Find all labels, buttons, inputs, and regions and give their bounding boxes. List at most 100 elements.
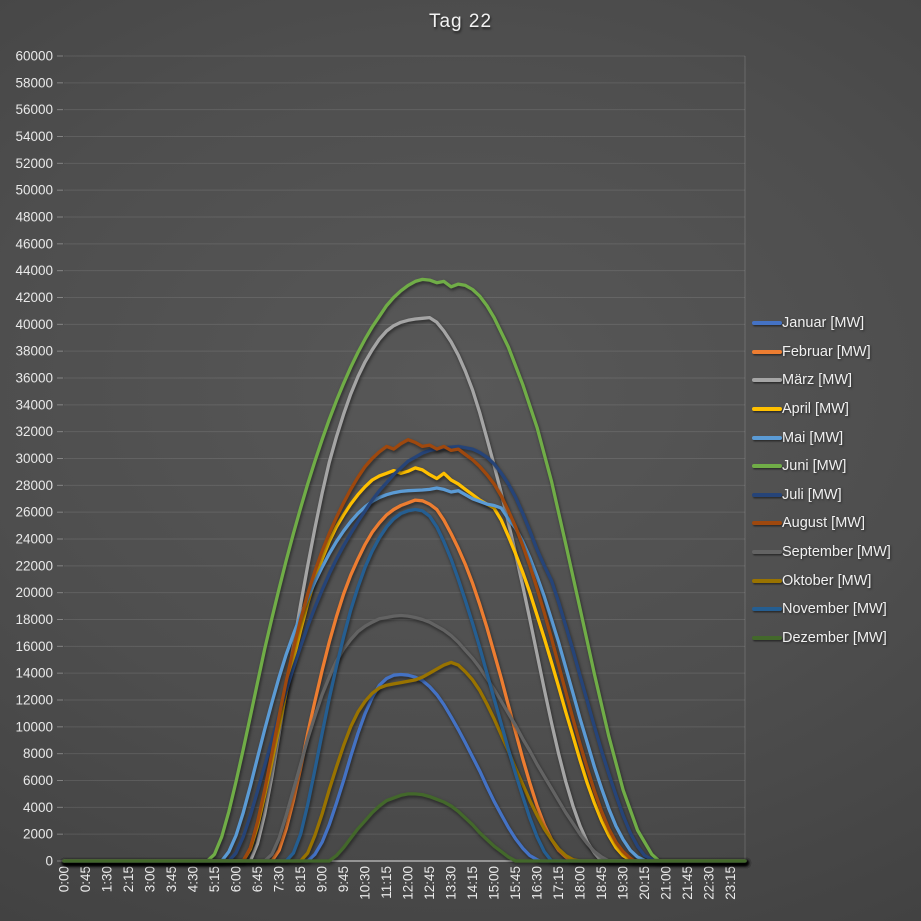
legend-item-september: September [MW] [752,538,920,567]
legend-label: September [MW] [782,544,891,561]
series-line-juli [62,444,747,863]
x-axis-label: 19:30 [616,866,631,900]
legend-item-märz: März [MW] [752,366,920,395]
legend: Januar [MW] Februar [MW] März [MW] April [M… [752,309,920,652]
series-line-mai [62,486,747,863]
y-axis-label: 26000 [15,505,53,520]
y-axis-label: 10000 [15,719,53,734]
y-axis-label: 0 [45,854,53,869]
x-axis-label: 12:00 [401,866,416,900]
series-line-dezember [62,792,747,863]
x-axis-label: 5:15 [207,866,222,892]
y-axis-label: 38000 [15,344,53,359]
y-axis-label: 30000 [15,451,53,466]
x-axis-label: 15:45 [508,866,523,900]
x-axis-label: 13:30 [444,866,459,900]
y-axis-label: 34000 [15,397,53,412]
legend-item-januar: Januar [MW] [752,309,920,338]
x-axis-label: 8:15 [293,866,308,892]
x-axis-label: 3:00 [143,866,158,892]
y-axis-label: 42000 [15,290,53,305]
legend-swatch-februar [752,349,782,354]
legend-item-mai: Mai [MW] [752,423,920,452]
y-axis-label: 16000 [15,639,53,654]
chart-title: Tag 22 [428,11,493,32]
legend-label: Juli [MW] [782,486,842,503]
y-axis-label: 12000 [15,693,53,708]
x-axis-label: 21:00 [659,866,674,900]
series-line-januar [62,672,747,863]
y-axis-label: 28000 [15,478,53,493]
series-line-april [62,466,747,863]
legend-item-dezember: Dezember [MW] [752,624,920,653]
legend-swatch-august [752,521,782,526]
x-axis-label: 9:45 [336,866,351,892]
x-axis-label: 6:45 [250,866,265,892]
series-line-februar [62,498,747,863]
legend-item-februar: Februar [MW] [752,338,920,367]
series-line-juni [62,277,747,863]
y-axis-label: 46000 [15,236,53,251]
x-axis-label: 7:30 [272,866,287,892]
y-axis-label: 14000 [15,666,53,681]
legend-label: Januar [MW] [782,315,865,332]
y-axis-label: 56000 [15,102,53,117]
y-axis-label: 6000 [23,773,53,788]
x-axis-label: 2:15 [121,866,136,892]
x-axis-label: 12:45 [422,866,437,900]
x-axis-label: 14:15 [465,866,480,900]
legend-item-oktober: Oktober [MW] [752,566,920,595]
y-axis-label: 44000 [15,263,53,278]
x-axis-label: 17:15 [551,866,566,900]
legend-swatch-juli [752,492,782,497]
legend-swatch-dezember [752,635,782,640]
y-axis-label: 54000 [15,129,53,144]
x-axis-label: 9:00 [315,866,330,892]
x-axis-label: 20:15 [637,866,652,900]
legend-item-august: August [MW] [752,509,920,538]
x-axis-label: 23:15 [723,866,738,900]
x-axis-label: 1:30 [100,866,115,892]
x-axis-label: 6:00 [229,866,244,892]
y-axis-label: 20000 [15,585,53,600]
legend-label: Februar [MW] [782,343,871,360]
y-axis-label: 2000 [23,827,53,842]
legend-label: Mai [MW] [782,429,844,446]
x-axis-label: 15:00 [487,866,502,900]
legend-swatch-april [752,407,782,412]
legend-item-juli: Juli [MW] [752,481,920,510]
y-axis-label: 36000 [15,371,53,386]
y-axis-label: 24000 [15,532,53,547]
y-axis-label: 50000 [15,183,53,198]
y-axis-label: 40000 [15,317,53,332]
x-axis-label: 0:00 [57,866,72,892]
series-line-september [62,613,747,863]
x-axis-label: 3:45 [164,866,179,892]
x-axis-label: 10:30 [358,866,373,900]
legend-swatch-märz [752,378,782,383]
legend-label: April [MW] [782,401,849,418]
y-axis-label: 58000 [15,75,53,90]
legend-swatch-januar [752,321,782,326]
legend-swatch-november [752,607,782,612]
y-axis-label: 18000 [15,612,53,627]
series-line-august [62,438,747,863]
x-axis-label: 11:15 [379,866,394,899]
y-axis-label: 22000 [15,558,53,573]
legend-swatch-september [752,550,782,555]
y-axis-label: 4000 [23,800,53,815]
x-axis-label: 18:00 [573,866,588,900]
legend-swatch-juni [752,464,782,469]
legend-item-juni: Juni [MW] [752,452,920,481]
y-axis-label: 8000 [23,746,53,761]
x-axis-label: 0:45 [78,866,93,892]
legend-label: Oktober [MW] [782,572,872,589]
y-axis-label: 60000 [15,49,53,64]
legend-label: Dezember [MW] [782,629,887,646]
legend-swatch-mai [752,435,782,440]
series-line-oktober [62,660,747,863]
legend-label: August [MW] [782,515,865,532]
x-axis-label: 4:30 [186,866,201,892]
y-axis-label: 32000 [15,424,53,439]
